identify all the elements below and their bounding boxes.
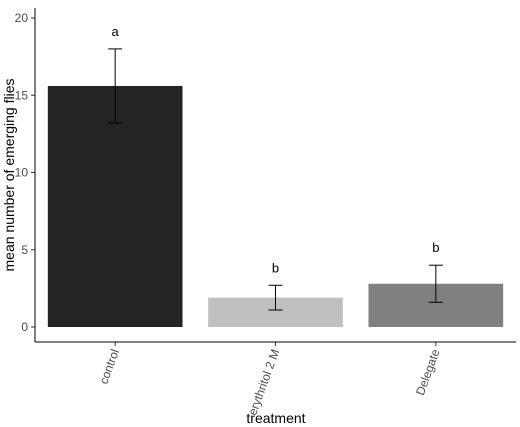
x-axis-title: treatment <box>246 410 305 426</box>
significance-label: a <box>112 24 120 39</box>
significance-labels: a b b <box>112 24 440 275</box>
error-bars <box>108 48 443 311</box>
x-tick-label: Delegate <box>413 347 443 397</box>
y-axis-ticks: 0 5 10 15 20 <box>15 11 35 334</box>
x-axis-ticks: control erythritol 2 M Delegate <box>97 342 443 417</box>
y-tick-label: 20 <box>15 11 29 25</box>
y-tick-label: 15 <box>15 88 29 102</box>
y-tick-label: 10 <box>15 166 29 180</box>
y-tick-label: 5 <box>21 243 28 257</box>
bar <box>47 85 183 327</box>
y-tick-label: 0 <box>21 320 28 334</box>
y-axis-title: mean number of emerging flies <box>1 79 17 272</box>
significance-label: b <box>432 240 439 255</box>
x-tick-label: erythritol 2 M <box>245 347 282 417</box>
x-tick-label: control <box>97 347 122 386</box>
significance-label: b <box>272 260 279 275</box>
